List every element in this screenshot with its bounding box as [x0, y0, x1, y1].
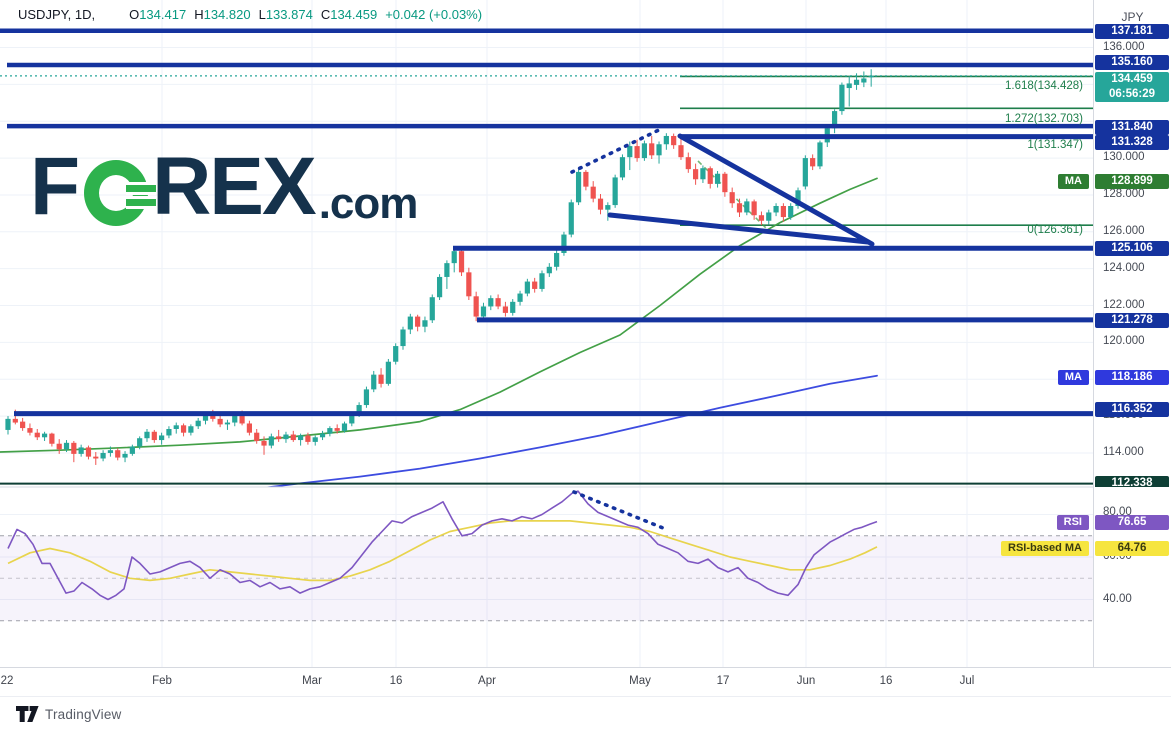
ma-green-tag: MA: [1057, 173, 1089, 189]
tradingview-attribution[interactable]: TradingView: [16, 706, 122, 722]
price-badge: 137.181: [1095, 23, 1169, 39]
open-value: 134.417: [139, 7, 187, 22]
tradingview-logo-icon: [16, 706, 39, 722]
axis-label: 126.000: [1103, 225, 1145, 237]
axis-label: 130.000: [1103, 151, 1145, 163]
price-badge: 76.65: [1095, 514, 1169, 530]
price-badge: 135.160: [1095, 54, 1169, 70]
high-label: H: [194, 7, 204, 22]
forex-o-logo-icon: [84, 160, 157, 226]
current-price-badge: 134.459 06:56:29: [1095, 72, 1169, 102]
axis-label: 40.00: [1103, 593, 1132, 605]
axis-label: 128.000: [1103, 188, 1145, 200]
ma-blue-tag: MA: [1057, 369, 1089, 385]
tradingview-brand-text: TradingView: [45, 706, 122, 722]
price-badge: 118.186: [1095, 369, 1169, 385]
fib-label-1272[interactable]: 1.272(132.703): [1004, 113, 1083, 125]
high-value: 134.820: [203, 7, 251, 22]
price-badge: 125.106: [1095, 240, 1169, 256]
price-badge: 112.338: [1095, 475, 1169, 487]
rsi-tag: RSI: [1056, 514, 1089, 530]
forex-watermark: F REX .com: [30, 141, 419, 232]
time-tick-17: 17: [716, 675, 730, 687]
time-tick-jul: Jul: [959, 675, 975, 687]
axis-label: 114.000: [1103, 446, 1144, 458]
rsi-axis-scale[interactable]: 80.00 60.00 40.00 76.65 64.76: [1094, 487, 1171, 667]
rsi-ma-tag: RSI-based MA: [1001, 540, 1089, 556]
low-value: 133.874: [265, 7, 313, 22]
symbol-title: USDJPY, 1D,: [18, 7, 96, 22]
open-label: O: [129, 7, 140, 22]
axis-label: 136.000: [1103, 40, 1145, 53]
time-axis[interactable]: 22 Feb Mar 16 Apr May 17 Jun 16 Jul: [0, 667, 1171, 696]
time-tick-16: 16: [389, 675, 403, 687]
time-tick-16: 16: [879, 675, 893, 687]
fib-label-0[interactable]: 0(126.361): [1027, 224, 1083, 236]
close-value: 134.459: [330, 7, 378, 22]
price-axis-scale[interactable]: 136.000 130.000 128.000 126.000 124.000 122.0…: [1094, 0, 1171, 487]
fib-label-1618[interactable]: 1.618(134.428): [1004, 80, 1083, 92]
price-badge: 131.840: [1095, 119, 1169, 135]
time-tick-22: 22: [0, 675, 14, 687]
watermark-f: F: [30, 141, 80, 232]
watermark-dotcom: .com: [318, 179, 419, 228]
price-badge: 128.899: [1095, 173, 1169, 189]
close-label: C: [320, 7, 331, 22]
change-value: +0.042 (+0.03%): [385, 7, 483, 22]
gridlines: [0, 0, 1093, 667]
price-pane: [0, 28, 1093, 487]
time-tick-jun: Jun: [796, 675, 816, 687]
axis-label: 122.000: [1103, 298, 1145, 311]
axis-label: 120.000: [1103, 335, 1145, 347]
axis-label: 124.000: [1103, 262, 1145, 274]
currency-label: JPY: [1121, 10, 1144, 24]
time-tick-feb: Feb: [152, 675, 172, 687]
low-label: L: [258, 7, 266, 22]
rsi-pane: [0, 490, 1093, 622]
symbol-header: USDJPY, 1D, O134.417 H134.820 L133.874 C134.…: [18, 7, 482, 22]
watermark-rex: REX: [152, 141, 317, 232]
price-axis[interactable]: JPY 136.000 130.000 128.000 126.000 124.000 1…: [1093, 0, 1171, 730]
time-tick-may: May: [629, 675, 651, 687]
fib-label-1[interactable]: 1(131.347): [1027, 139, 1083, 151]
countdown-timer: 06:56:29: [1108, 88, 1156, 100]
candlestick-series: [5, 69, 874, 465]
price-badge: 116.352: [1095, 401, 1169, 417]
footer: TradingView: [0, 696, 1171, 730]
price-badge: 131.328: [1095, 134, 1169, 150]
time-tick-mar: Mar: [302, 675, 322, 687]
price-badge: 121.278: [1095, 312, 1169, 328]
chart-canvas[interactable]: [0, 0, 1093, 667]
price-badge: 64.76: [1095, 540, 1169, 556]
time-tick-apr: Apr: [478, 675, 496, 687]
